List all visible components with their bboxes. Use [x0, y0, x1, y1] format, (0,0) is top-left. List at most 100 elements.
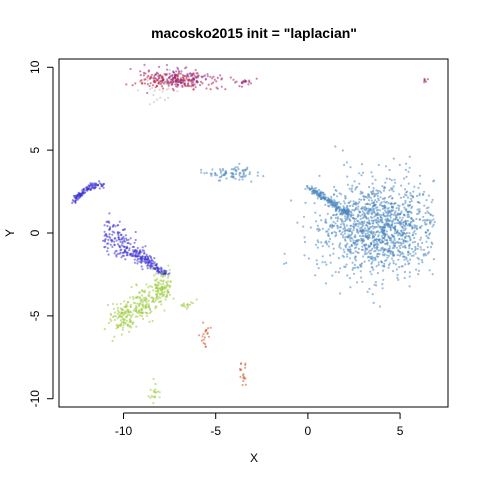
data-point: [118, 238, 121, 241]
data-point: [369, 252, 372, 255]
data-point: [390, 241, 393, 244]
data-point: [116, 243, 120, 246]
data-point: [389, 194, 392, 198]
data-point: [168, 76, 171, 79]
data-point: [422, 219, 425, 222]
data-point: [118, 245, 121, 248]
data-point: [137, 255, 141, 258]
data-point: [118, 314, 121, 318]
data-point: [324, 197, 327, 200]
data-point: [124, 304, 127, 308]
data-point: [427, 212, 430, 215]
data-point: [390, 187, 393, 190]
data-point: [137, 253, 140, 256]
data-point: [383, 262, 386, 265]
data-point: [115, 249, 118, 252]
data-point: [375, 248, 379, 251]
data-point: [107, 253, 110, 256]
data-point: [145, 283, 148, 286]
data-point: [375, 284, 378, 287]
data-point: [389, 237, 393, 240]
data-point: [368, 219, 371, 222]
data-point: [201, 76, 204, 79]
data-point: [111, 245, 114, 248]
data-point: [113, 311, 116, 314]
data-point: [146, 79, 149, 82]
data-point: [411, 226, 414, 229]
data-point: [141, 255, 144, 258]
data-point: [394, 229, 397, 233]
data-point: [344, 236, 347, 239]
data-point: [408, 236, 411, 239]
data-point: [403, 177, 406, 180]
data-point: [168, 293, 171, 296]
data-point: [203, 172, 206, 175]
data-point: [416, 247, 419, 250]
data-point: [391, 197, 394, 200]
data-point: [402, 229, 405, 232]
data-point: [238, 367, 242, 371]
data-point: [357, 214, 360, 217]
data-point: [376, 246, 379, 249]
data-point: [148, 290, 151, 293]
data-point: [370, 171, 373, 174]
data-point: [342, 222, 345, 225]
data-point: [404, 201, 407, 204]
data-point: [115, 324, 119, 327]
data-point: [147, 70, 150, 73]
data-point: [418, 218, 422, 221]
data-point: [256, 174, 259, 177]
data-point: [317, 241, 320, 244]
data-point: [413, 236, 416, 240]
data-point: [376, 272, 379, 275]
data-point: [395, 207, 398, 210]
data-point: [140, 261, 143, 264]
data-point: [344, 209, 347, 212]
data-point: [423, 204, 426, 207]
data-point: [339, 202, 342, 205]
data-point: [425, 234, 428, 237]
data-point: [345, 161, 348, 164]
data-point: [209, 88, 212, 91]
data-point: [90, 186, 93, 189]
data-point: [108, 235, 111, 238]
data-point: [409, 252, 412, 255]
data-point: [141, 257, 144, 260]
data-point: [392, 157, 395, 160]
data-point: [407, 250, 410, 253]
data-point: [382, 251, 385, 254]
data-point: [400, 222, 403, 225]
data-point: [200, 80, 203, 83]
data-point: [144, 255, 147, 258]
data-point: [215, 80, 218, 83]
data-point: [121, 308, 124, 311]
data-point: [215, 174, 219, 177]
data-point: [384, 165, 388, 168]
data-point: [395, 232, 398, 235]
data-point: [404, 228, 407, 231]
data-point: [372, 268, 375, 271]
cluster-8: [129, 63, 223, 95]
data-point: [147, 286, 150, 289]
data-point: [96, 183, 99, 186]
data-point: [416, 227, 419, 230]
data-point: [353, 220, 356, 223]
data-point: [377, 192, 380, 195]
y-tick-label: 0: [28, 229, 42, 236]
data-point: [369, 242, 373, 245]
data-point: [119, 251, 122, 254]
data-point: [353, 180, 356, 183]
data-point: [195, 298, 198, 301]
data-point: [153, 395, 156, 398]
data-point: [402, 245, 405, 249]
data-point: [113, 240, 116, 243]
data-point: [406, 224, 410, 227]
data-point: [390, 209, 393, 212]
data-point: [409, 239, 412, 242]
data-point: [327, 245, 330, 248]
data-point: [174, 83, 177, 86]
data-point: [201, 82, 204, 85]
data-point: [383, 204, 386, 207]
x-tick-label: -10: [115, 424, 133, 438]
data-point: [426, 246, 429, 249]
